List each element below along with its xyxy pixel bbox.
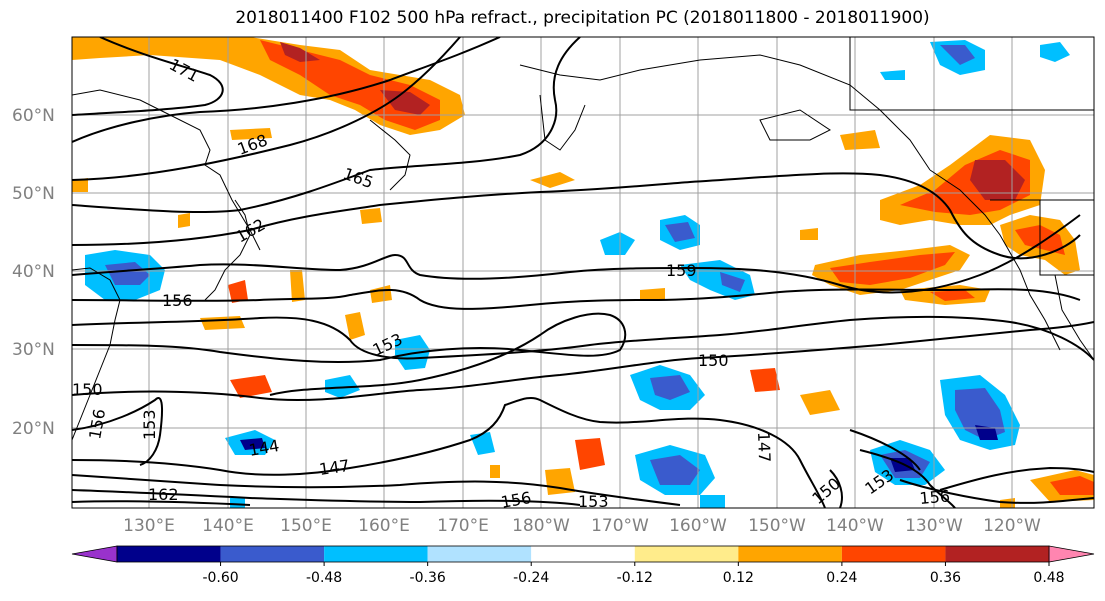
colorbar-extend-high	[1048, 545, 1095, 563]
lon-label: 160°E	[358, 516, 410, 536]
contour-label: 153	[140, 409, 159, 440]
lon-label: 130°E	[123, 516, 175, 536]
colorbar-tick-label: -0.36	[410, 570, 446, 586]
colorbar-tick-label: -0.60	[202, 570, 238, 586]
colorbar: -0.60 -0.48 -0.36 -0.24 -0.12 0.12 0.24 0.36 0.4…	[71, 545, 1095, 586]
lon-label: 180°W	[512, 516, 570, 536]
colorbar-outline	[116, 545, 1050, 563]
latitude-labels: 60°N 50°N 40°N 30°N 20°N	[12, 106, 55, 439]
lon-label: 120°W	[983, 516, 1041, 536]
lon-label: 150°W	[748, 516, 806, 536]
colorbar-box	[117, 546, 221, 562]
lon-label: 130°W	[905, 516, 963, 536]
colorbar-box	[324, 546, 428, 562]
map-frame	[71, 36, 1095, 509]
contour-label: 147	[754, 431, 774, 462]
lat-label: 30°N	[12, 340, 55, 360]
colorbar-tick-label: -0.12	[617, 570, 653, 586]
lat-label: 60°N	[12, 106, 55, 126]
lon-label: 150°E	[280, 516, 332, 536]
colorbar-tick-label: 0.36	[930, 570, 961, 586]
lon-label: 140°W	[826, 516, 884, 536]
contour-label: 159	[666, 261, 697, 280]
colorbar-box	[531, 546, 635, 562]
colorbar-tick-label: 0.12	[723, 570, 754, 586]
graticule	[72, 37, 1094, 508]
lat-label: 50°N	[12, 184, 55, 204]
lon-label: 170°E	[437, 516, 489, 536]
contour-label: 153	[578, 492, 609, 511]
lon-label: 170°W	[591, 516, 649, 536]
colorbar-box	[841, 546, 946, 562]
map-title: 2018011400 F102 500 hPa refract., precip…	[235, 8, 930, 28]
lat-label: 20°N	[12, 419, 55, 439]
contour-label: 150	[72, 380, 103, 399]
colorbar-tick-label: 0.24	[826, 570, 857, 586]
contour-label: 162	[148, 485, 179, 504]
colorbar-tick-label: -0.48	[306, 570, 342, 586]
contour-lines	[72, 37, 1094, 508]
precip-shading	[72, 37, 1094, 508]
colorbar-box	[738, 546, 842, 562]
lon-label: 140°E	[202, 516, 254, 536]
contour-label: 150	[698, 351, 729, 370]
colorbar-extend-low	[71, 545, 118, 563]
colorbar-box	[220, 546, 325, 562]
colorbar-box	[427, 546, 532, 562]
colorbar-tick-label: -0.24	[513, 570, 549, 586]
contour-label: 147	[318, 456, 351, 479]
lat-label: 40°N	[12, 262, 55, 282]
colorbar-box	[634, 546, 739, 562]
contour-label: 156	[919, 486, 951, 508]
lon-label: 160°W	[669, 516, 727, 536]
longitude-labels: 130°E 140°E 150°E 160°E 170°E 180°W 170°…	[123, 516, 1041, 536]
contour-label: 156	[162, 291, 193, 310]
colorbar-box	[945, 546, 1049, 562]
colorbar-tick-label: 0.48	[1033, 570, 1064, 586]
